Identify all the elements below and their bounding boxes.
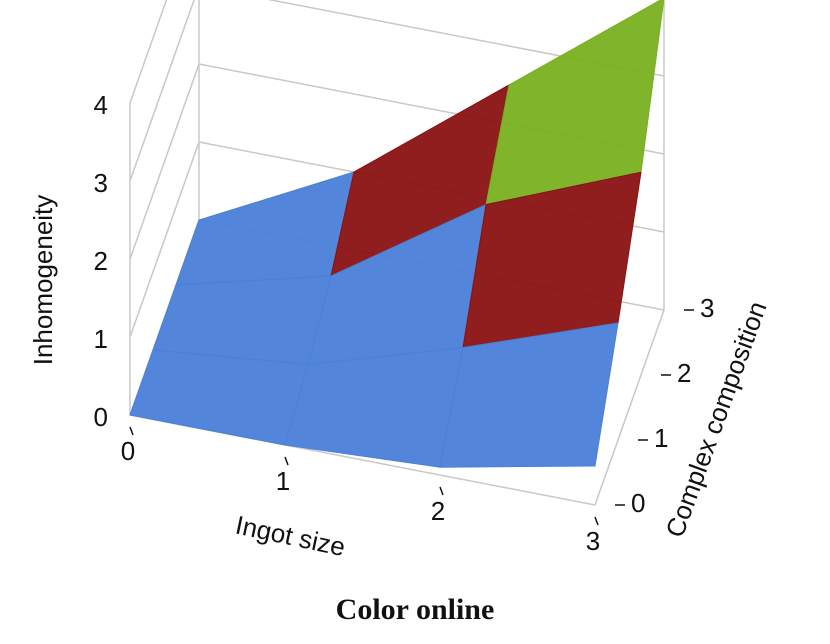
surface-patch [152,275,332,365]
grid-line [129,63,200,260]
y-tick-label: 1 [654,423,668,453]
x-tick [439,486,444,496]
surface-patch [129,349,309,446]
surface-patch [284,347,464,468]
x-axis-label: Ingot size [233,510,348,562]
x-tick [594,516,599,526]
grid-line [129,0,168,104]
surface-patch [439,322,619,468]
z-axis-label: Inhomogeneity [28,195,58,366]
y-tick-label: 2 [677,358,691,388]
grid-line [129,141,200,338]
z-tick-label: 2 [94,246,108,276]
z-tick-label: 0 [94,402,108,432]
y-axis-label: Complex composition [659,297,772,541]
x-tick-label: 3 [586,526,600,556]
z-tick-label: 4 [94,90,108,120]
x-tick [129,426,134,436]
floor-edge [594,309,665,506]
z-tick-label: 3 [94,168,108,198]
caption: Color online [336,593,495,626]
x-tick-label: 1 [276,466,290,496]
surface-patch [175,171,355,286]
x-tick-label: 2 [431,496,445,526]
y-tick-label: 0 [631,488,645,518]
z-tick-label: 1 [94,324,108,354]
x-tick [284,456,289,466]
grid-line [129,0,195,182]
y-tick-label: 3 [700,293,714,323]
x-tick-label: 0 [121,436,135,466]
